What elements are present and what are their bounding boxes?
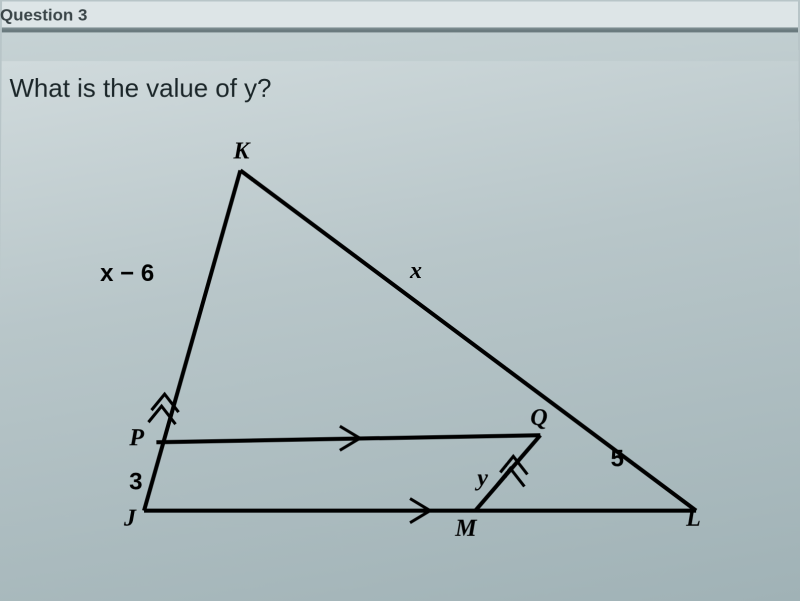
vertex-Q: Q (530, 405, 547, 432)
vertex-J: J (124, 506, 136, 533)
question-number: Question 3 (0, 6, 87, 26)
segment-KL (239, 170, 696, 510)
geometry-figure: K P Q J M L x − 6 x 3 y 5 (84, 150, 707, 571)
vertex-M: M (455, 516, 476, 543)
label-PJ: 3 (129, 468, 143, 496)
screenshot-container: Question 3 What is the value of y? (0, 2, 800, 601)
header-bar: Question 3 (2, 2, 798, 30)
segment-PQ (156, 435, 540, 442)
vertex-K: K (233, 139, 249, 166)
triangle-svg (84, 150, 707, 571)
label-QM: y (477, 465, 488, 492)
header-divider (2, 29, 798, 32)
vertex-P: P (129, 425, 144, 452)
label-KQ: x (410, 258, 422, 285)
label-KP: x − 6 (100, 260, 154, 288)
segment-KJ (144, 170, 240, 510)
vertex-L: L (686, 506, 701, 533)
question-prompt: What is the value of y? (9, 73, 271, 104)
label-QL: 5 (611, 445, 625, 473)
